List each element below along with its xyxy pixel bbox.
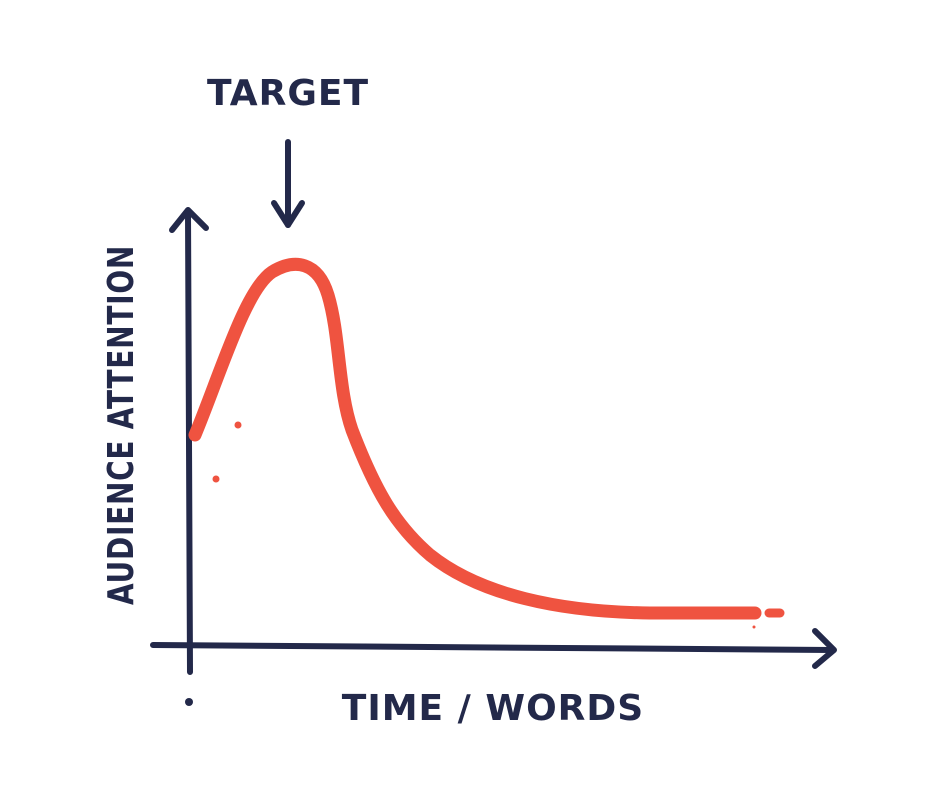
attention-curve bbox=[188, 258, 762, 620]
arrowhead-up-icon bbox=[169, 207, 209, 233]
decorative-dot bbox=[752, 625, 756, 629]
down-arrow-icon bbox=[271, 139, 305, 228]
y-axis bbox=[185, 209, 193, 675]
decorative-dot bbox=[234, 421, 242, 429]
target-label: TARGET bbox=[207, 73, 369, 114]
y-axis-label: AUDIENCE ATTENTION bbox=[101, 245, 142, 605]
x-axis-label: TIME / WORDS bbox=[342, 688, 644, 729]
origin-dot bbox=[185, 698, 193, 706]
x-axis bbox=[150, 642, 835, 653]
decorative-dot bbox=[212, 475, 220, 483]
arrowhead-right-icon bbox=[812, 628, 837, 669]
